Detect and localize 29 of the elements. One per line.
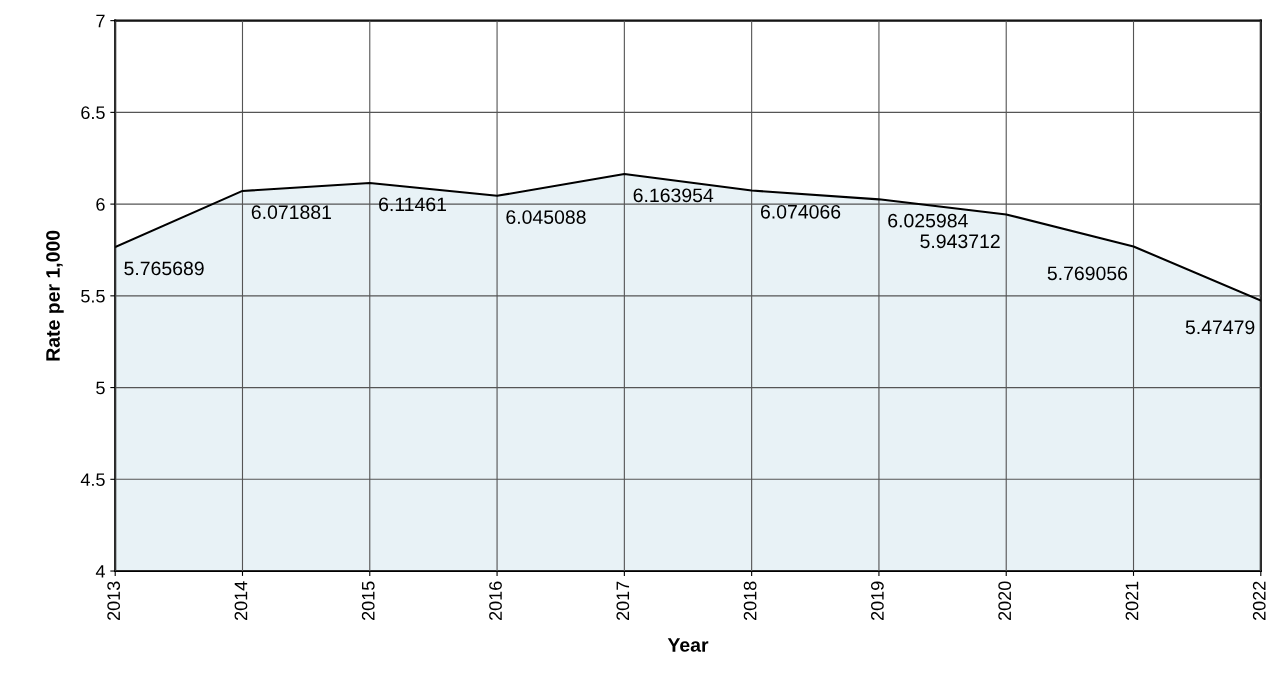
data-label: 5.765689 bbox=[124, 261, 204, 276]
x-tick-label: 2019 bbox=[870, 581, 884, 621]
x-tick-label: 2016 bbox=[489, 581, 502, 621]
x-tick-label: 2015 bbox=[361, 581, 375, 621]
data-label: 6.074066 bbox=[760, 204, 841, 219]
data-label: 6.045088 bbox=[506, 210, 586, 225]
y-tick-label: 5 bbox=[96, 381, 105, 395]
x-tick-label: 2022 bbox=[1252, 581, 1266, 621]
y-axis-title: Rate per 1,000 bbox=[46, 230, 64, 361]
x-tick-label: 2017 bbox=[616, 581, 630, 621]
data-label: 5.943712 bbox=[920, 234, 1000, 249]
data-label: 6.071881 bbox=[251, 205, 331, 220]
y-tick-label: 7 bbox=[96, 14, 105, 28]
y-tick-label: 6.5 bbox=[81, 106, 105, 120]
x-tick-label: 2013 bbox=[107, 581, 121, 621]
x-axis-title: Year bbox=[667, 638, 709, 652]
data-label: 6.163954 bbox=[633, 188, 714, 203]
y-tick-label: 4 bbox=[95, 565, 105, 578]
data-label: 6.11461 bbox=[379, 197, 447, 212]
y-tick-label: 4.5 bbox=[80, 473, 105, 487]
data-label: 5.47479 bbox=[1185, 320, 1255, 335]
data-label: 6.025984 bbox=[888, 213, 968, 228]
x-tick-label: 2021 bbox=[1125, 581, 1139, 621]
x-tick-label: 2020 bbox=[998, 581, 1012, 621]
data-label: 5.769056 bbox=[1047, 266, 1128, 281]
x-tick-label: 2014 bbox=[234, 581, 248, 621]
y-tick-label: 5.5 bbox=[81, 289, 105, 303]
x-tick-label: 2018 bbox=[743, 581, 757, 621]
y-tick-label: 6 bbox=[96, 198, 105, 211]
